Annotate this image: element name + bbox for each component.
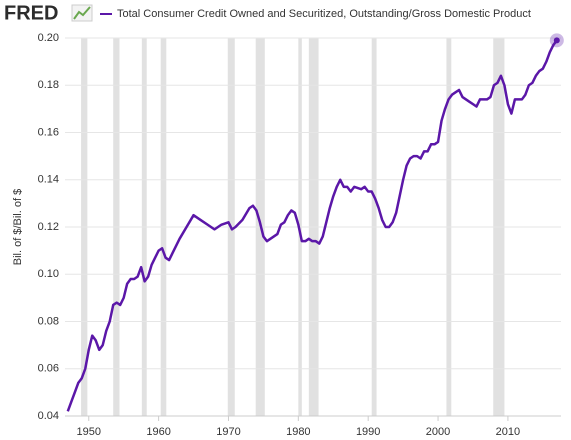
x-tick-label: 1960 [146,426,170,438]
y-tick-label: 0.08 [38,315,59,327]
y-tick-label: 0.12 [38,221,59,233]
logo-icon [71,4,93,22]
x-tick-label: 1970 [216,426,240,438]
x-tick-label: 2000 [426,426,450,438]
data-line [66,39,558,412]
x-tick-label: 1980 [286,426,310,438]
y-tick-label: 0.20 [38,32,59,44]
y-tick-label: 0.14 [38,174,59,186]
x-tick-label: 1990 [356,426,380,438]
end-point-dot [553,37,560,44]
y-tick-label: 0.04 [38,410,59,422]
y-tick-label: 0.18 [38,79,59,91]
y-tick-label: 0.06 [38,363,59,375]
y-tick-label: 0.10 [38,268,59,280]
logo-icon-line [73,6,91,20]
x-tick-label: 2010 [496,426,520,438]
logo: FRED [4,2,58,24]
legend-label: Total Consumer Credit Owned and Securiti… [117,8,531,20]
x-tick-label: 1950 [77,426,101,438]
y-axis-label: Bil. of $/Bil. of $ [12,189,24,265]
y-tick-label: 0.16 [38,126,59,138]
